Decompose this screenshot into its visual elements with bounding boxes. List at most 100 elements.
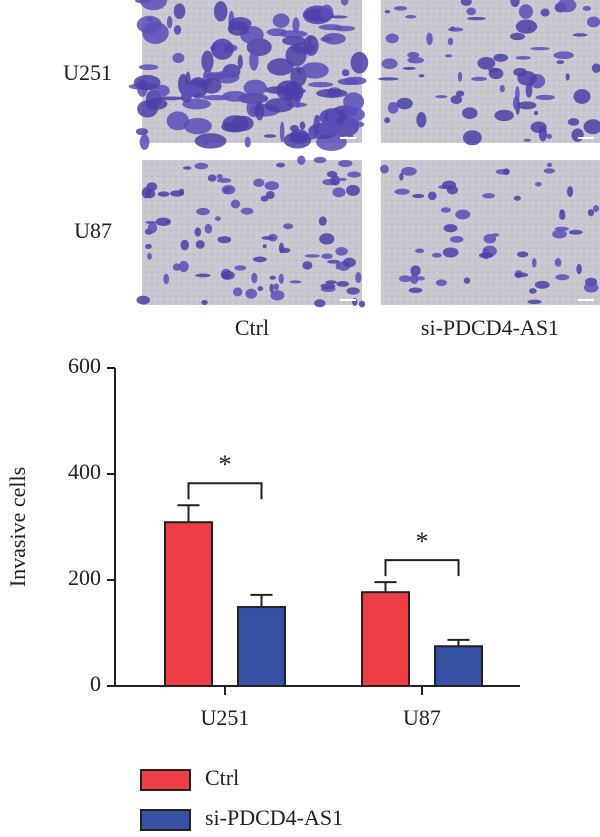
cell bbox=[384, 117, 391, 124]
scale-bar bbox=[340, 137, 356, 139]
error-bar bbox=[374, 581, 397, 593]
cell bbox=[527, 26, 532, 31]
cell bbox=[297, 155, 306, 165]
cell bbox=[466, 7, 476, 16]
cell bbox=[196, 207, 210, 216]
cell bbox=[289, 280, 302, 284]
column-label: Ctrl bbox=[235, 315, 269, 340]
error-bar bbox=[250, 593, 273, 608]
cell bbox=[320, 36, 334, 42]
cell bbox=[145, 98, 168, 110]
cell bbox=[336, 281, 350, 287]
cell bbox=[431, 252, 442, 258]
cell bbox=[244, 136, 251, 148]
cell bbox=[147, 252, 152, 260]
cell bbox=[270, 290, 285, 301]
cell bbox=[399, 172, 404, 181]
scale-bar bbox=[340, 299, 356, 301]
cell bbox=[299, 121, 306, 130]
cell bbox=[183, 117, 212, 135]
cell bbox=[249, 49, 259, 71]
cell bbox=[523, 138, 532, 142]
cell bbox=[450, 95, 463, 105]
cell bbox=[316, 88, 348, 98]
cell bbox=[337, 78, 360, 86]
cell bbox=[265, 86, 292, 94]
cell bbox=[313, 156, 327, 164]
cell bbox=[462, 130, 482, 146]
legend-swatch bbox=[140, 769, 191, 791]
micrographs bbox=[128, 0, 600, 308]
cell bbox=[477, 56, 496, 70]
cell bbox=[180, 239, 190, 251]
cell bbox=[593, 205, 600, 213]
cell bbox=[582, 5, 592, 11]
cell bbox=[266, 28, 288, 37]
cell bbox=[318, 121, 343, 136]
cell bbox=[518, 4, 534, 19]
x-tick-label: U251 bbox=[201, 705, 250, 730]
cell bbox=[442, 247, 459, 258]
cell bbox=[557, 0, 577, 13]
cell bbox=[194, 227, 202, 237]
cell bbox=[325, 280, 337, 285]
cell bbox=[343, 92, 365, 112]
cell bbox=[556, 60, 565, 65]
cell bbox=[319, 233, 335, 245]
cell bbox=[559, 210, 566, 220]
cell bbox=[261, 236, 274, 240]
cell bbox=[180, 84, 200, 96]
cell bbox=[182, 166, 192, 170]
significance-bracket bbox=[187, 482, 263, 500]
cell bbox=[201, 78, 222, 94]
cell bbox=[321, 253, 333, 260]
cell bbox=[136, 15, 162, 34]
cell bbox=[513, 195, 521, 201]
cell bbox=[341, 69, 350, 77]
cell bbox=[565, 73, 570, 81]
cell bbox=[460, 0, 472, 6]
y-tick-label: 400 bbox=[68, 459, 101, 484]
cell bbox=[515, 56, 531, 60]
scale-bar bbox=[578, 137, 594, 139]
cell bbox=[568, 229, 583, 235]
cell bbox=[342, 107, 366, 122]
cell bbox=[318, 24, 343, 31]
cell bbox=[415, 248, 425, 254]
cell bbox=[154, 84, 170, 97]
cell bbox=[444, 54, 453, 58]
y-tick-label: 0 bbox=[90, 671, 101, 696]
cell bbox=[567, 118, 580, 126]
cell bbox=[408, 287, 423, 294]
cell bbox=[535, 94, 556, 100]
cell bbox=[509, 32, 526, 41]
cell bbox=[517, 101, 537, 110]
cell bbox=[213, 1, 228, 22]
cell bbox=[217, 177, 232, 183]
cell bbox=[314, 114, 320, 123]
cell bbox=[553, 51, 574, 60]
cell bbox=[230, 199, 241, 209]
legend-label: Ctrl bbox=[205, 765, 239, 790]
cell bbox=[457, 71, 463, 82]
scale-bar bbox=[578, 299, 594, 301]
cell bbox=[304, 254, 321, 258]
cell bbox=[145, 188, 156, 199]
cell bbox=[335, 262, 340, 270]
cell bbox=[330, 175, 341, 186]
significance-mark: * bbox=[416, 527, 429, 556]
cell bbox=[543, 168, 556, 174]
cell bbox=[136, 295, 150, 305]
cell bbox=[329, 15, 348, 19]
cell bbox=[135, 128, 149, 136]
cell bbox=[314, 299, 326, 308]
cell bbox=[332, 187, 346, 198]
cell bbox=[381, 58, 398, 70]
cell bbox=[442, 180, 457, 190]
cell bbox=[514, 272, 529, 278]
cell bbox=[173, 3, 186, 20]
cell bbox=[320, 283, 336, 290]
bar bbox=[361, 591, 410, 687]
cell bbox=[583, 282, 599, 293]
cell bbox=[418, 74, 425, 78]
